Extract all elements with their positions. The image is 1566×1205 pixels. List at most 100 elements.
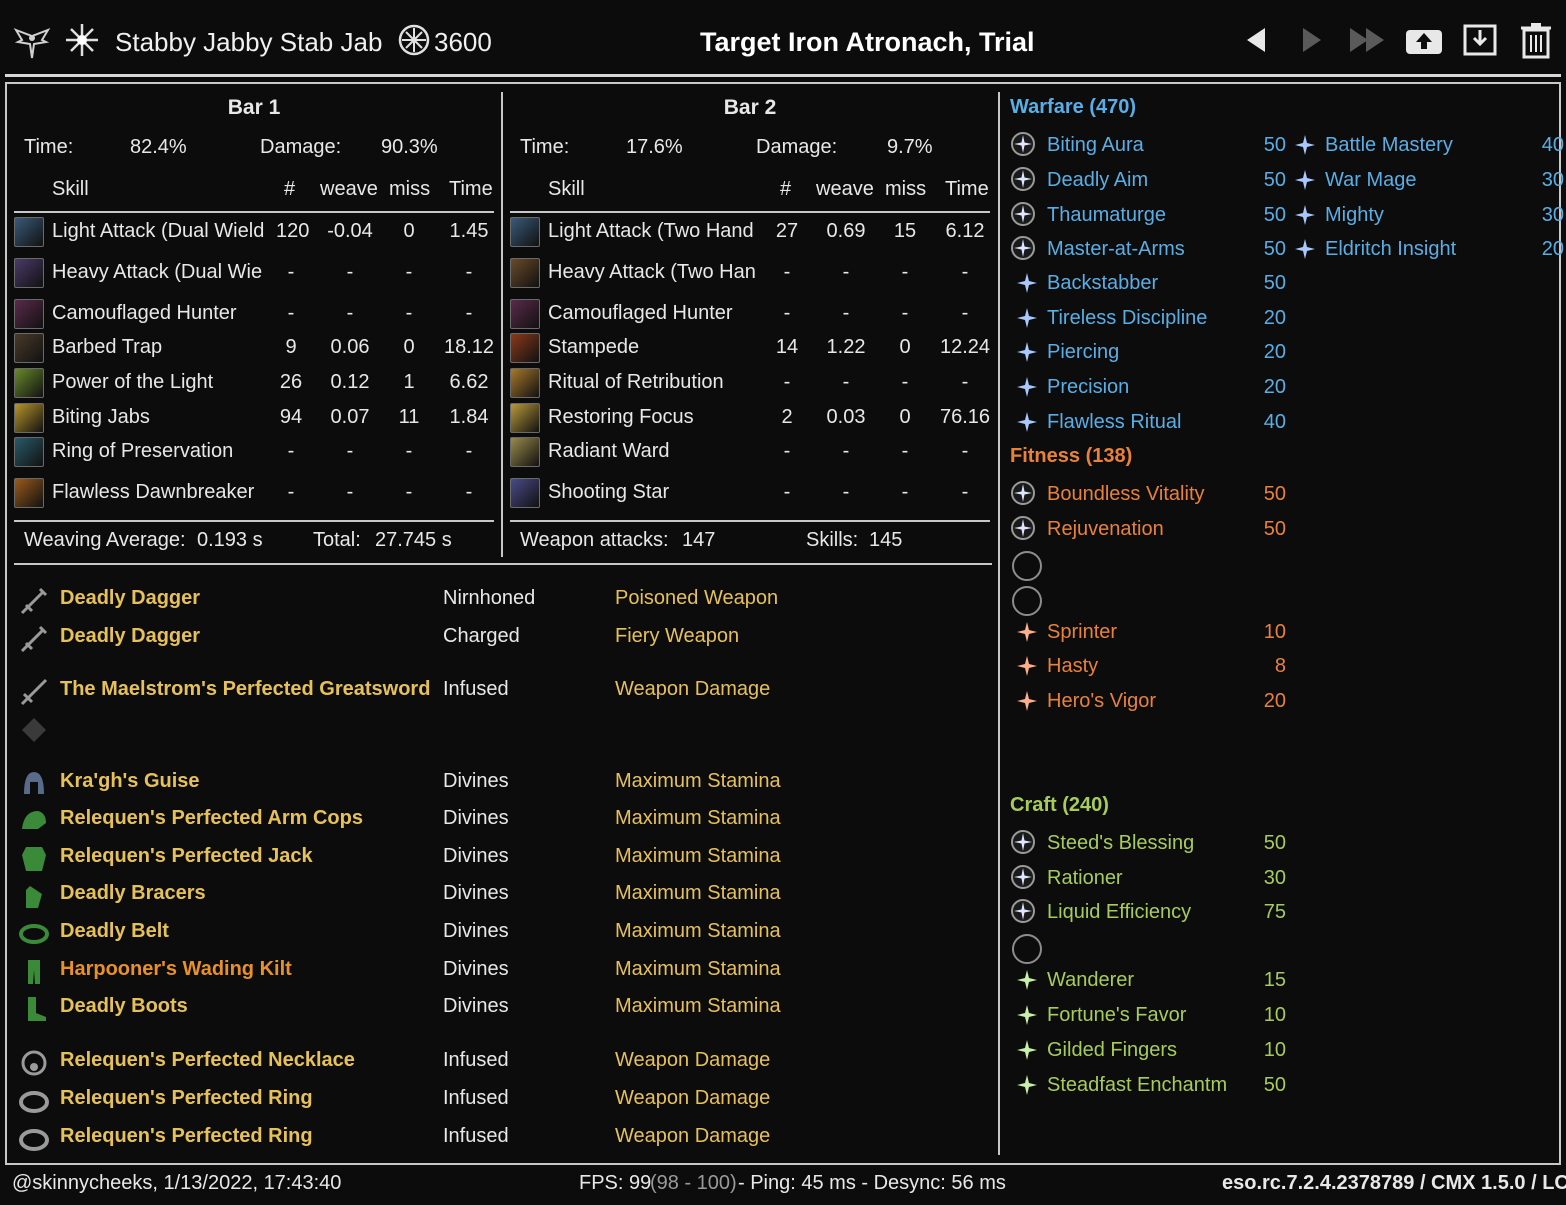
cp-star-row[interactable]: Hasty 8 [1010,651,1286,683]
cp-star-name: Thaumaturge [1047,204,1166,226]
skill-miss: 0 [899,336,911,358]
cp-star-row[interactable]: Boundless Vitality 50 [1010,479,1286,511]
skill-time: 18.12 [444,336,495,358]
ring-icon [18,1123,50,1155]
cp-star-value: 50 [1263,204,1286,226]
bar2-foot-rule [510,520,990,522]
cp-star-value: 50 [1263,134,1286,156]
gear-name: Relequen's Perfected Ring [60,1125,313,1147]
cp-star-row[interactable]: Rejuvenation 50 [1010,514,1286,546]
cp-star-name: Rationer [1047,867,1123,889]
upload-icon[interactable] [1402,18,1446,62]
gear-row[interactable] [18,712,998,746]
skill-row[interactable]: Power of the Light 26 0.12 1 6.62 [14,367,494,401]
cp-star-row[interactable]: Fortune's Favor 10 [1010,1000,1286,1032]
character-name: Stabby Jabby Stab Jab [115,26,383,57]
cp-slot-icon [1010,864,1040,894]
empty-cp-slot-icon[interactable] [1012,586,1042,616]
boots-icon [18,993,50,1025]
cp-star-name: Battle Mastery [1325,134,1453,156]
cp-star-value: 20 [1263,376,1286,398]
cp-star-row[interactable]: Eldritch Insight 20 [1288,234,1564,266]
skill-time: 6.12 [945,220,985,242]
gear-row[interactable]: Deadly Boots Divines Maximum Stamina [18,991,998,1025]
cp-star-row[interactable]: Battle Mastery 40 [1288,130,1564,162]
cp-star-row[interactable]: Mighty 30 [1288,200,1564,232]
cp-star-row[interactable]: Biting Aura 50 [1010,130,1286,162]
skill-row[interactable]: Radiant Ward - - - - [510,436,990,470]
cp-star-row[interactable]: War Mage 30 [1288,165,1564,197]
cp-star-row[interactable]: Backstabber 50 [1010,268,1286,300]
cp-star-row[interactable]: Steed's Blessing 50 [1010,828,1286,860]
cp-star-row[interactable]: Sprinter 10 [1010,617,1286,649]
cp-star-row[interactable]: Steadfast Enchantm 50 [1010,1070,1286,1102]
skill-row[interactable]: Barbed Trap 9 0.06 0 18.12 [14,332,494,366]
next-icon[interactable] [1290,18,1334,62]
skill-time: 76.16 [940,406,991,428]
bar2-time-label: Time: [520,136,570,158]
cp-star-row[interactable]: Piercing 20 [1010,337,1286,369]
cp-star-icon [1016,376,1038,398]
gear-trait: Infused [443,678,509,700]
ring-icon [18,1085,50,1117]
cp-star-value: 20 [1263,341,1286,363]
cp-star-row[interactable]: Hero's Vigor 20 [1010,686,1286,718]
skill-row[interactable]: Ritual of Retribution - - - - [510,367,990,401]
gear-row[interactable]: Deadly Dagger Nirnhoned Poisoned Weapon [18,583,998,617]
trash-icon[interactable] [1514,18,1558,62]
cp-star-row[interactable]: Tireless Discipline 20 [1010,303,1286,335]
gear-row[interactable]: The Maelstrom's Perfected Greatsword Infu… [18,674,998,708]
cp-star-row[interactable]: Gilded Fingers 10 [1010,1035,1286,1067]
skill-miss: 11 [398,406,420,428]
skill-row[interactable]: Heavy Attack (Two Han - - - - [510,257,990,291]
gear-row[interactable]: Relequen's Perfected Arm Cops Divines Maxi… [18,803,998,837]
cp-star-row[interactable]: Wanderer 15 [1010,965,1286,997]
cp-star-row[interactable]: Deadly Aim 50 [1010,165,1286,197]
prev-icon[interactable] [1234,18,1278,62]
skill-row[interactable]: Heavy Attack (Dual Wie - - - - [14,257,494,291]
gear-enchant: Maximum Stamina [615,807,781,829]
skill-icon [14,333,44,363]
skill-icon [14,299,44,329]
necklace-icon [18,1047,50,1079]
skill-row[interactable]: Light Attack (Dual Wield 120 -0.04 0 1.45 [14,216,494,250]
bar2-damage-value: 9.7% [887,136,933,158]
skill-row[interactable]: Stampede 14 1.22 0 12.24 [510,332,990,366]
skill-row[interactable]: Flawless Dawnbreaker - - - - [14,477,494,511]
cp-star-name: Wanderer [1047,969,1135,991]
skill-miss: 1 [403,371,415,393]
gear-row[interactable]: Deadly Bracers Divines Maximum Stamina [18,878,998,912]
skill-row[interactable]: Shooting Star - - - - [510,477,990,511]
gear-row[interactable]: Kra'gh's Guise Divines Maximum Stamina [18,766,998,800]
empty-cp-slot-icon[interactable] [1012,551,1042,581]
cp-star-row[interactable]: Rationer 30 [1010,863,1286,895]
skill-time: - [961,302,969,324]
gear-row[interactable]: Relequen's Perfected Necklace Infused Weap… [18,1045,998,1079]
skill-row[interactable]: Camouflaged Hunter - - - - [510,298,990,332]
cp-star-icon [1016,1004,1038,1026]
cp-star-name: Deadly Aim [1047,169,1149,191]
skill-row[interactable]: Ring of Preservation - - - - [14,436,494,470]
skill-row[interactable]: Camouflaged Hunter - - - - [14,298,494,332]
skill-row[interactable]: Restoring Focus 2 0.03 0 76.16 [510,402,990,436]
cp-star-row[interactable]: Flawless Ritual 40 [1010,407,1286,439]
gear-row[interactable]: Relequen's Perfected Ring Infused Weapon D… [18,1083,998,1117]
gear-row[interactable]: Relequen's Perfected Jack Divines Maximum … [18,841,998,875]
cp-star-row[interactable]: Master-at-Arms 50 [1010,234,1286,266]
cp-star-row[interactable]: Precision 20 [1010,372,1286,404]
gear-row[interactable]: Deadly Belt Divines Maximum Stamina [18,916,998,950]
skill-row[interactable]: Light Attack (Two Hand 27 0.69 15 6.12 [510,216,990,250]
skill-icon [510,299,540,329]
save-icon[interactable] [1458,18,1502,62]
cp-star-row[interactable]: Liquid Efficiency 75 [1010,897,1286,929]
cp-star-row[interactable]: Thaumaturge 50 [1010,200,1286,232]
last-icon[interactable] [1346,18,1390,62]
cp-star-value: 75 [1263,901,1286,923]
gear-row[interactable]: Deadly Dagger Charged Fiery Weapon [18,621,998,655]
skill-row[interactable]: Biting Jabs 94 0.07 11 1.84 [14,402,494,436]
gear-trait: Divines [443,958,509,980]
cp-star-value: 20 [1263,307,1286,329]
gear-row[interactable]: Relequen's Perfected Ring Infused Weapon D… [18,1121,998,1155]
empty-cp-slot-icon[interactable] [1012,934,1042,964]
gear-row[interactable]: Harpooner's Wading Kilt Divines Maximum St… [18,954,998,988]
